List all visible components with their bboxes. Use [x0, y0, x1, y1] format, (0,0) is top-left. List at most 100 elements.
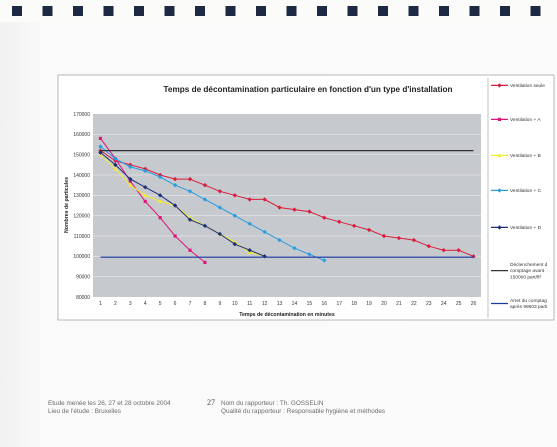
- data-point: [187, 176, 193, 182]
- spiral-binding: [12, 6, 541, 16]
- page-number: 27: [207, 398, 215, 407]
- data-point: [307, 209, 312, 214]
- legend-marker: [497, 188, 502, 193]
- legend-label: Ventilation + A: [510, 117, 541, 123]
- x-tick-label: 8: [204, 301, 207, 307]
- binding-hole: [500, 6, 510, 16]
- y-tick-label: 80000: [76, 295, 90, 301]
- x-tick-label: 5: [159, 301, 162, 307]
- binding-hole: [256, 6, 266, 16]
- data-point: [396, 235, 402, 241]
- x-tick-label: 10: [232, 301, 238, 307]
- y-tick-label: 100000: [73, 254, 90, 260]
- data-point: [411, 237, 417, 243]
- x-tick-label: 3: [129, 301, 132, 307]
- data-point: [232, 213, 237, 218]
- legend-label: Ventilation + B: [510, 153, 541, 159]
- x-tick-label: 20: [381, 301, 387, 307]
- y-tick-label: 90000: [76, 274, 90, 280]
- x-tick-label: 14: [292, 301, 298, 307]
- footer-rapporteur-role: Qualité du rapporteur : Responsable hygi…: [221, 408, 386, 415]
- legend-item: Ventilation + D: [491, 225, 542, 231]
- data-point: [158, 216, 162, 220]
- data-point: [247, 197, 252, 202]
- x-tick-label: 1: [99, 301, 102, 307]
- footer-rapporteur-name: Nom du rapporteur : Th. GOSSELIN: [221, 400, 324, 407]
- series-line: [100, 150, 474, 257]
- series-line: [100, 146, 325, 261]
- data-point: [322, 215, 327, 220]
- binding-hole: [469, 6, 480, 16]
- binding-hole: [73, 6, 83, 16]
- legend-marker: [497, 225, 502, 230]
- data-point: [98, 144, 103, 149]
- data-point: [202, 182, 208, 188]
- data-point: [262, 229, 267, 235]
- binding-hole: [225, 6, 236, 16]
- data-point: [188, 248, 192, 252]
- x-tick-label: 24: [441, 301, 447, 307]
- data-point: [113, 162, 118, 168]
- y-axis-label: Nombres de particules: [64, 177, 70, 233]
- x-tick-label: 11: [247, 301, 252, 307]
- y-tick-label: 150000: [73, 152, 90, 158]
- data-point: [203, 260, 207, 265]
- chart-title: Temps de décontamination particulaire en…: [164, 85, 453, 94]
- data-point: [292, 207, 297, 212]
- binding-hole: [286, 6, 297, 16]
- data-point: [381, 233, 387, 239]
- data-point: [217, 189, 223, 194]
- data-point: [158, 199, 163, 204]
- y-tick-label: 140000: [73, 173, 90, 179]
- data-point: [143, 199, 147, 204]
- series-3: [98, 144, 327, 263]
- binding-hole: [103, 6, 114, 16]
- x-tick-label: 7: [189, 301, 192, 307]
- x-tick-label: 4: [144, 301, 147, 307]
- data-point: [232, 240, 237, 244]
- data-point: [157, 174, 163, 180]
- data-point: [307, 252, 312, 257]
- y-tick-label: 160000: [73, 132, 90, 138]
- binding-hole: [408, 6, 419, 16]
- data-point: [128, 176, 133, 182]
- data-point: [247, 221, 252, 226]
- data-point: [173, 234, 177, 238]
- y-axis-ticks: 80000 90000 100000 110000 120000 130000 140000…: [73, 112, 90, 301]
- data-point: [217, 205, 223, 210]
- x-tick-label: 26: [471, 301, 477, 307]
- binding-hole: [378, 6, 388, 16]
- legend-label: Déclenchement d: [510, 262, 548, 268]
- x-tick-label: 9: [218, 301, 221, 307]
- legend-label: après 99603 parti: [510, 304, 547, 310]
- x-tick-label: 23: [426, 301, 432, 307]
- footer-study-dates: Etude menée les 26, 27 et 28 octobre 200…: [48, 400, 171, 407]
- data-point: [232, 193, 237, 198]
- data-point: [172, 203, 178, 208]
- data-point: [337, 219, 342, 224]
- x-tick-label: 15: [307, 301, 313, 307]
- binding-hole: [12, 6, 22, 16]
- legend: Ventilation seule Ventilation + A Ventilat…: [491, 83, 548, 310]
- legend-item: Ventilation + C: [491, 188, 542, 194]
- x-tick-label: 12: [262, 301, 268, 307]
- data-point: [202, 197, 208, 202]
- binding-hole: [530, 6, 541, 16]
- data-point: [143, 185, 148, 190]
- x-tick-label: 18: [351, 301, 357, 307]
- legend-label: Ventilation + D: [510, 225, 542, 231]
- x-tick-label: 13: [277, 301, 283, 307]
- binding-hole: [347, 6, 358, 16]
- data-point: [202, 223, 208, 229]
- x-axis-ticks: 1 2 3 4 5 6 7 8 9 10 11 12 13 14 15 16 17 18 19 20 21 22 23 24 2…: [99, 301, 476, 307]
- binding-hole: [134, 6, 144, 16]
- footer-rapporteur-info: Nom du rapporteur : Th. GOSSELIN Qualité…: [221, 400, 385, 416]
- legend-label: Arret du comptag: [510, 298, 547, 304]
- x-tick-label: 25: [456, 301, 462, 307]
- data-point: [157, 193, 163, 198]
- data-point: [292, 246, 297, 251]
- y-tick-label: 110000: [74, 234, 91, 240]
- data-point: [351, 223, 357, 229]
- binding-hole: [42, 6, 53, 16]
